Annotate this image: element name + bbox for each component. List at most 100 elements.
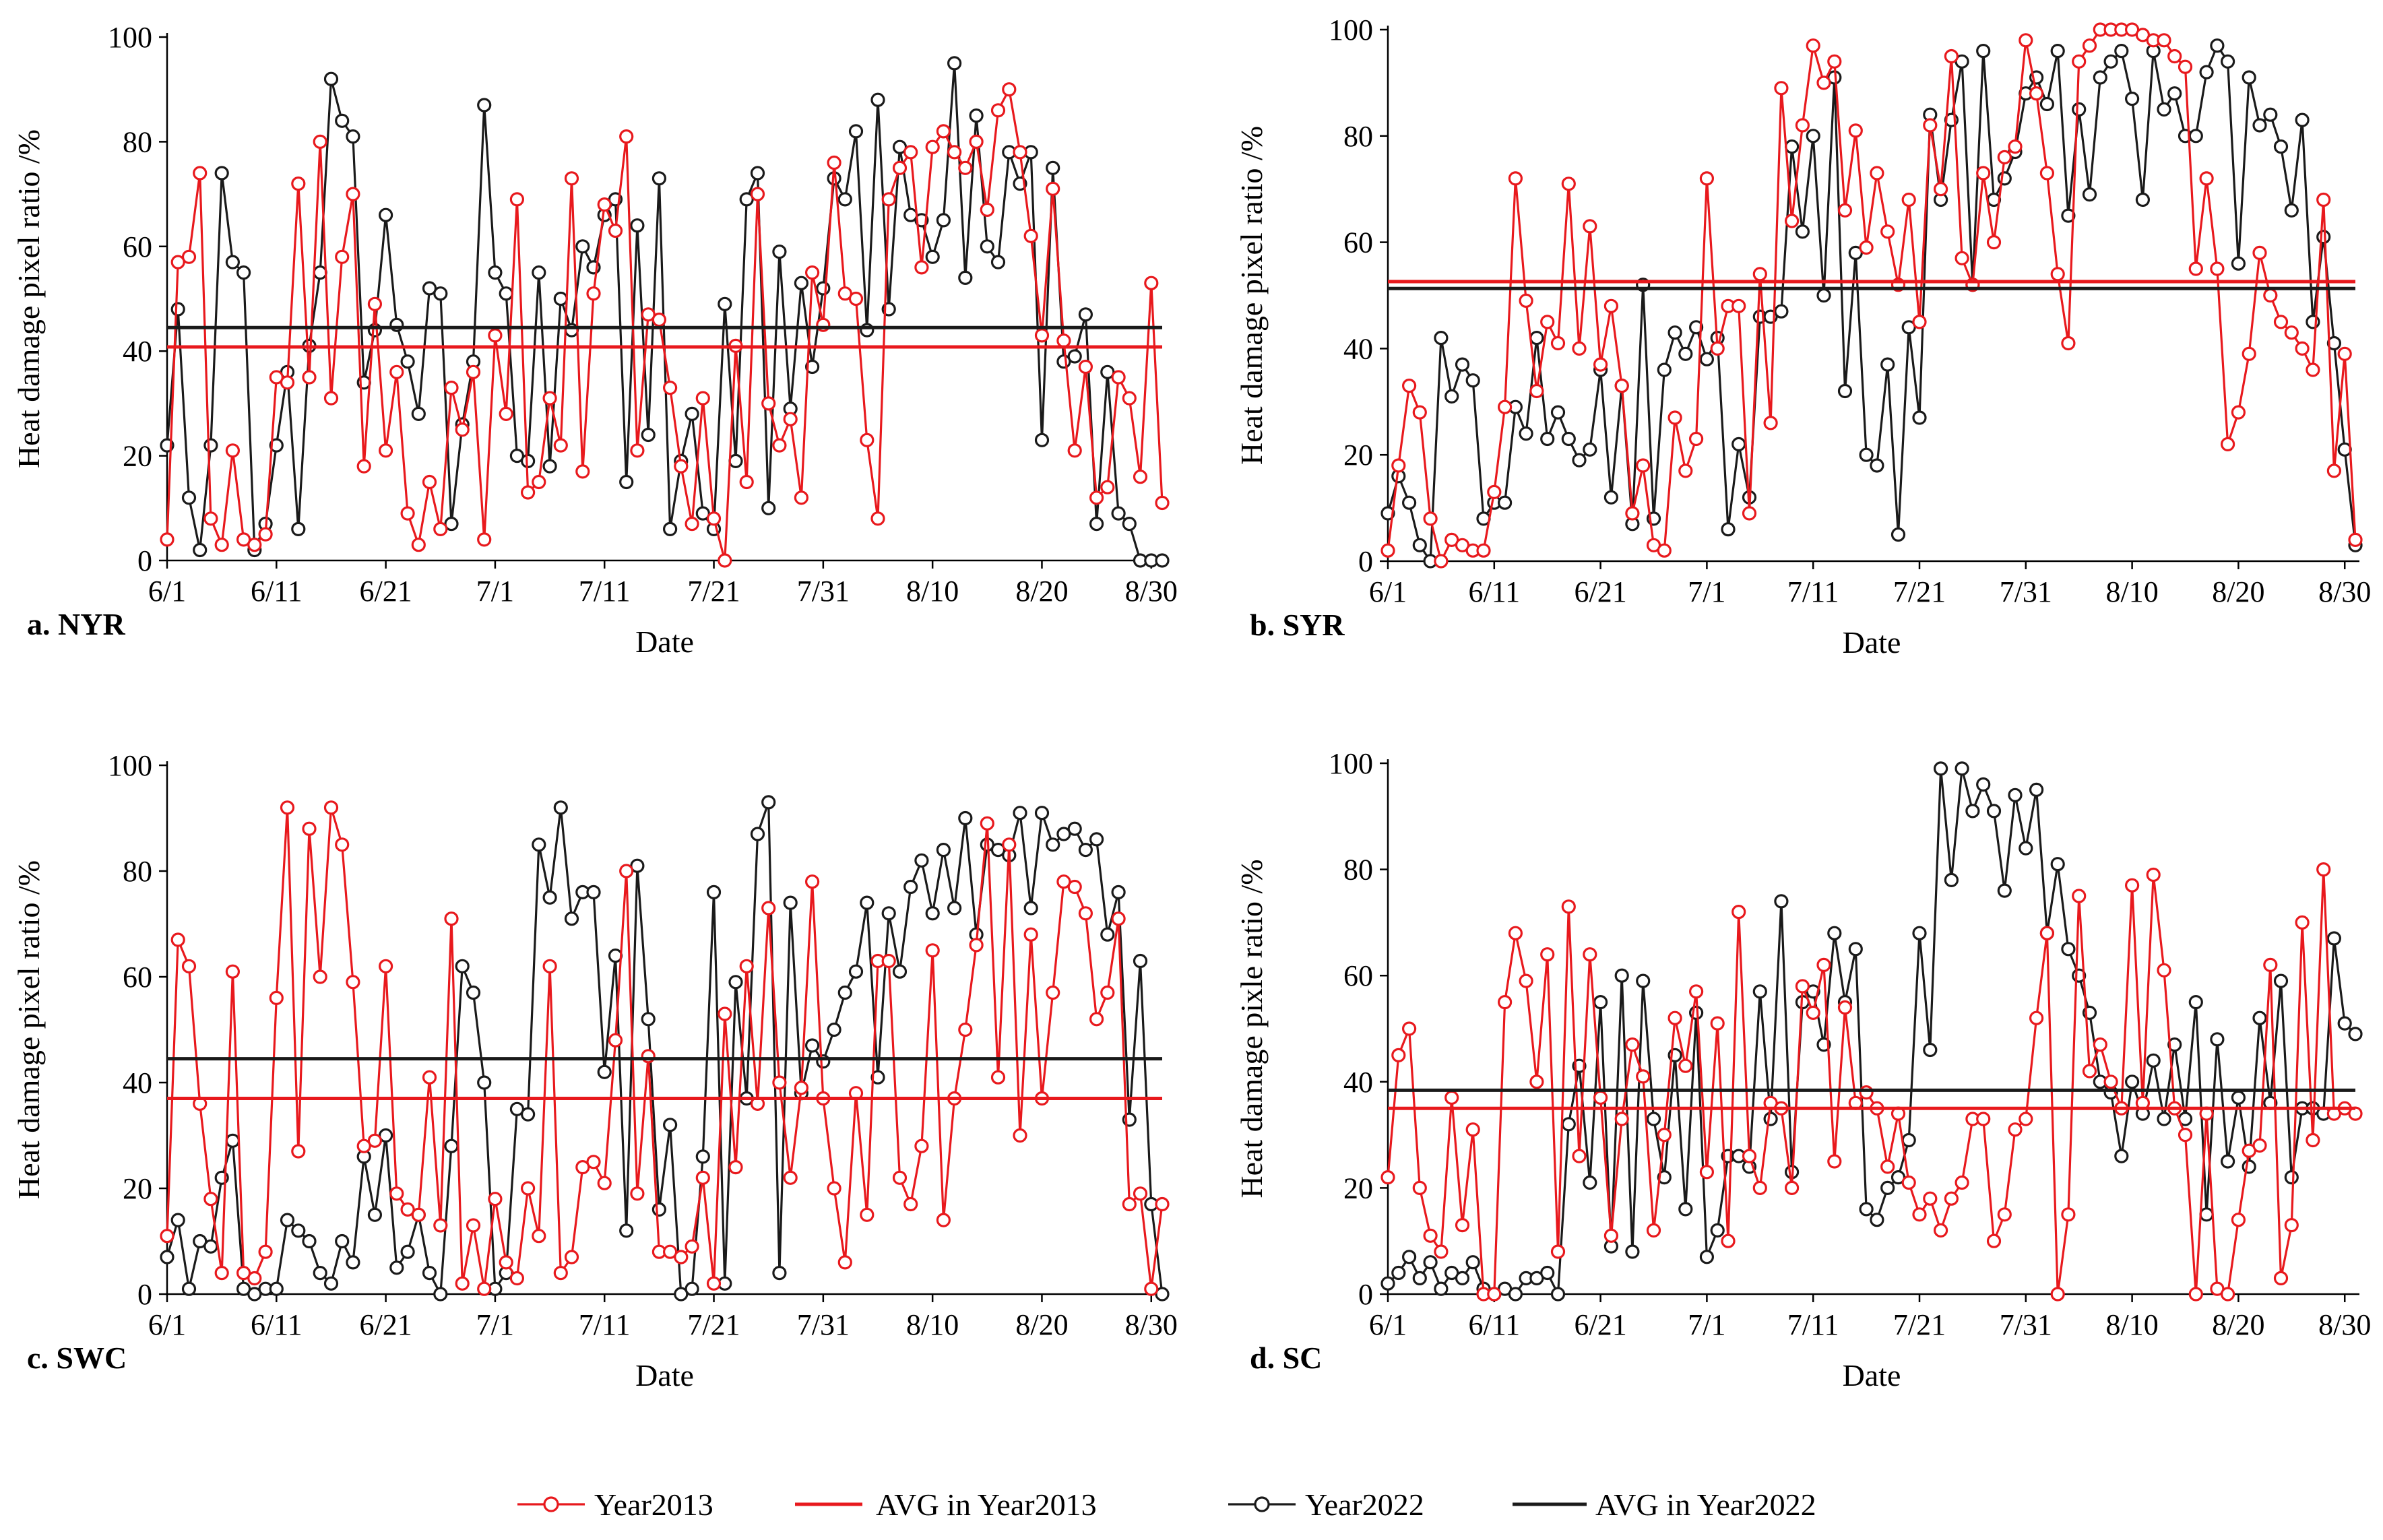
- data-point: [1934, 761, 1948, 776]
- y-tick-label: 60: [1343, 959, 1373, 992]
- data-point: [422, 281, 437, 296]
- data-point: [2221, 1154, 2235, 1169]
- data-point: [378, 443, 393, 458]
- data-point: [2008, 139, 2023, 154]
- data-point: [761, 901, 776, 916]
- y-tick-label: 80: [1343, 120, 1373, 153]
- data-point: [1122, 516, 1137, 532]
- x-tick-label: 7/1: [1688, 575, 1725, 608]
- data-point: [652, 1202, 667, 1217]
- data-point: [1699, 1250, 1714, 1264]
- data-point: [685, 516, 699, 532]
- data-point: [718, 296, 732, 311]
- data-point: [2199, 1207, 2214, 1222]
- data-point: [1013, 145, 1027, 160]
- data-point: [225, 1133, 240, 1148]
- y-tick-label: 80: [123, 125, 152, 158]
- data-point: [1721, 522, 1736, 537]
- data-point: [1089, 1012, 1104, 1027]
- data-point: [2167, 49, 2182, 64]
- data-point: [346, 975, 360, 990]
- x-tick-label: 6/21: [359, 1308, 412, 1341]
- data-point: [2231, 1090, 2246, 1105]
- data-point: [1561, 431, 1576, 447]
- data-point: [1529, 1074, 1544, 1089]
- legend-item-2: AVG in Year2013: [795, 1487, 1097, 1522]
- data-point: [1731, 298, 1746, 313]
- series-year2022: [160, 56, 1170, 568]
- data-point: [1636, 1069, 1651, 1084]
- data-point: [389, 1186, 404, 1201]
- y-axis-title: Heat damage pixle ratio /%: [1234, 859, 1269, 1198]
- data-point: [969, 108, 984, 123]
- data-point: [466, 1218, 481, 1233]
- data-point: [214, 166, 229, 181]
- data-point: [1848, 123, 1863, 138]
- data-point: [1614, 378, 1629, 393]
- data-point: [1944, 872, 1959, 888]
- data-point: [1380, 543, 1395, 558]
- y-tick-label: 80: [123, 855, 152, 888]
- data-point: [214, 538, 229, 552]
- x-tick-label: 6/11: [1469, 1308, 1521, 1341]
- data-point: [1540, 1265, 1555, 1281]
- data-point: [1144, 1281, 1159, 1296]
- data-point: [477, 98, 492, 113]
- x-tick-label: 7/11: [1787, 1308, 1839, 1341]
- data-point: [706, 885, 722, 900]
- data-point: [870, 92, 885, 107]
- x-tick-label: 8/20: [1015, 575, 1068, 608]
- data-point: [542, 459, 557, 474]
- data-point: [1078, 906, 1093, 921]
- data-point: [1583, 219, 1597, 234]
- legend: Year2013 AVG in Year2013 Year2022 AVG in Ye…: [517, 1487, 1816, 1522]
- data-point: [532, 1229, 546, 1244]
- x-tick-label: 8/10: [2105, 575, 2158, 608]
- data-point: [1023, 901, 1038, 916]
- data-point: [1067, 349, 1082, 364]
- data-point: [542, 391, 557, 406]
- data-point: [1678, 1058, 1693, 1073]
- data-point: [1870, 166, 1884, 181]
- data-point: [2072, 102, 2087, 117]
- data-point: [1699, 1165, 1714, 1180]
- data-point: [1731, 437, 1746, 452]
- data-point: [236, 532, 251, 547]
- data-point: [499, 406, 513, 422]
- data-point: [695, 1170, 710, 1185]
- x-tick-label: 6/1: [1369, 575, 1407, 608]
- data-point: [1089, 490, 1104, 505]
- data-point: [1067, 879, 1082, 895]
- data-point: [2337, 1016, 2352, 1031]
- data-point: [1100, 480, 1115, 494]
- data-point: [718, 553, 732, 568]
- data-point: [1434, 331, 1449, 346]
- data-point: [1742, 1149, 1757, 1163]
- data-point: [1880, 224, 1895, 239]
- data-point: [258, 527, 273, 542]
- data-point: [1901, 1175, 1916, 1190]
- data-point: [2103, 1074, 2118, 1089]
- data-point: [433, 1218, 448, 1233]
- data-point: [947, 56, 962, 71]
- data-point: [1859, 1202, 1874, 1217]
- data-point: [827, 155, 841, 170]
- data-point: [236, 265, 251, 280]
- data-point: [1934, 1223, 1948, 1238]
- y-axis-title: Heat damage pixel ratio /%: [1234, 126, 1269, 465]
- data-point: [662, 1244, 678, 1259]
- data-point: [378, 207, 393, 222]
- y-tick-label: 100: [1329, 747, 1373, 780]
- data-point: [1391, 1048, 1406, 1063]
- data-point: [1402, 495, 1417, 510]
- x-tick-label: 7/21: [687, 575, 740, 608]
- data-point: [1046, 985, 1060, 1000]
- data-point: [1111, 370, 1126, 385]
- x-tick-label: 6/11: [1469, 575, 1521, 608]
- data-point: [1997, 1207, 2012, 1222]
- data-point: [313, 1265, 327, 1281]
- data-point: [2221, 437, 2235, 452]
- data-point: [203, 438, 218, 453]
- y-tick-label: 40: [1343, 1066, 1373, 1099]
- x-tick-label: 7/11: [1787, 575, 1839, 608]
